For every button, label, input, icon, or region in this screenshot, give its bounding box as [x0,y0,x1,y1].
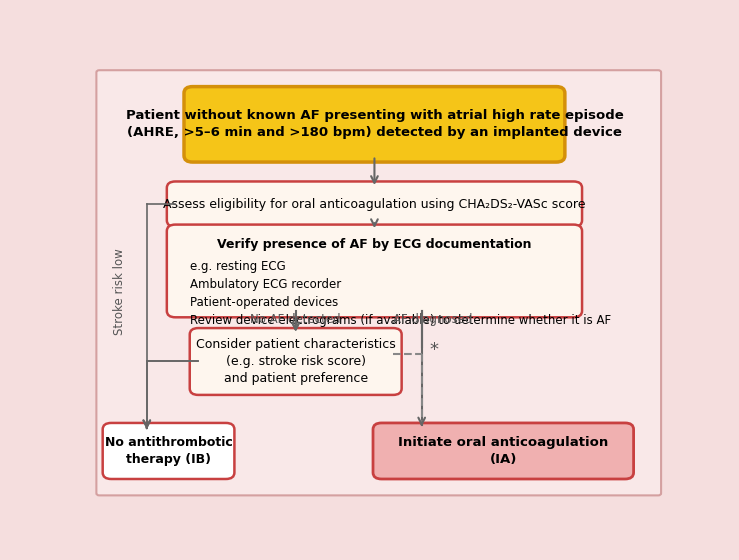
Text: No AF detected: No AF detected [251,313,341,326]
Text: Consider patient characteristics
(e.g. stroke risk score)
and patient preference: Consider patient characteristics (e.g. s… [196,338,395,385]
FancyBboxPatch shape [96,70,661,496]
Text: e.g. resting ECG
Ambulatory ECG recorder
Patient-operated devices
Review device : e.g. resting ECG Ambulatory ECG recorder… [190,260,611,328]
Text: No antithrombotic
therapy (IB): No antithrombotic therapy (IB) [105,436,233,466]
FancyBboxPatch shape [373,423,633,479]
Text: *: * [430,340,439,358]
FancyBboxPatch shape [184,87,565,162]
FancyBboxPatch shape [103,423,234,479]
Text: Stroke risk low: Stroke risk low [113,248,126,335]
Text: Patient without known AF presenting with atrial high rate episode
(AHRE, >5–6 mi: Patient without known AF presenting with… [126,109,623,139]
Text: AF diagnosed: AF diagnosed [393,313,473,326]
Text: Assess eligibility for oral anticoagulation using CHA₂DS₂-VASc score: Assess eligibility for oral anticoagulat… [163,198,586,211]
FancyBboxPatch shape [167,181,582,227]
Text: Verify presence of AF by ECG documentation: Verify presence of AF by ECG documentati… [217,239,531,251]
Text: Initiate oral anticoagulation
(IA): Initiate oral anticoagulation (IA) [398,436,608,466]
FancyBboxPatch shape [190,328,402,395]
FancyBboxPatch shape [167,225,582,318]
